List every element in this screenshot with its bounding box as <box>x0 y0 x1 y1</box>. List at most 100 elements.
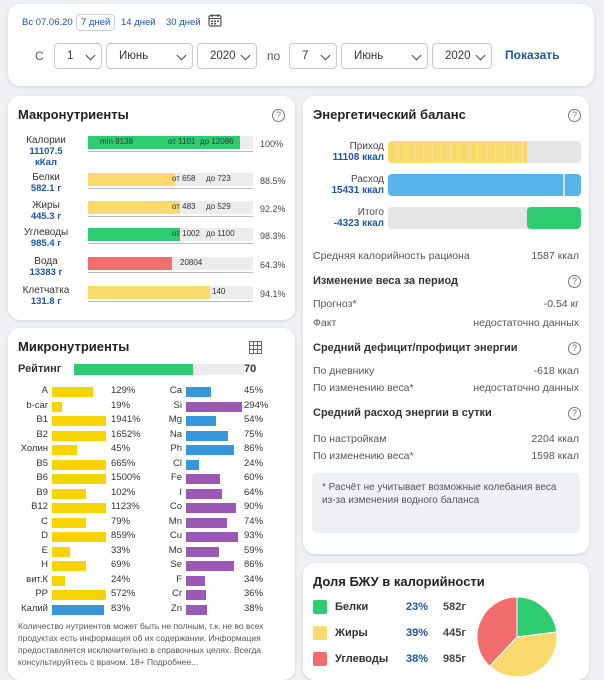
micro-bar <box>52 604 105 615</box>
macro-percent: 98.3% <box>260 231 286 241</box>
macro-name-fat: Жиры 445.3 г <box>30 200 62 222</box>
macro-limit-label: от 658 <box>172 174 196 183</box>
total-label: Итого -4323 ккал <box>333 207 384 229</box>
micro-value: 36% <box>244 588 264 599</box>
micro-name: H <box>41 559 48 570</box>
macro-percent: 100% <box>260 139 284 149</box>
macro-fill <box>88 257 173 270</box>
micro-name: C <box>41 515 48 527</box>
micro-name: Ca <box>169 385 182 396</box>
fact-value: недостаточно данных <box>473 317 579 329</box>
macro-limit-label: 140 <box>212 287 226 296</box>
to-label: по <box>267 49 281 63</box>
micro-title: Микронутриенты <box>18 339 130 354</box>
micro-value: 45% <box>244 385 264 396</box>
from-year-select[interactable]: 2020 <box>197 43 257 69</box>
micro-name: B5 <box>36 457 48 469</box>
micro-bar <box>186 532 239 542</box>
tab-7-days[interactable]: 7 дней <box>76 14 116 31</box>
micro-bar <box>52 474 106 484</box>
micro-bar <box>186 430 228 441</box>
micro-note: Количество нутриентов может быть не полн… <box>18 621 264 667</box>
micro-bar <box>186 590 207 600</box>
micro-value: 45% <box>111 443 131 454</box>
micro-bar <box>52 546 71 557</box>
micro-bar <box>186 416 217 426</box>
byweight2-value: 1598 ккал <box>531 450 579 462</box>
weight-section-title: Изменение веса за период <box>313 275 459 287</box>
from-month-select[interactable]: Июнь <box>106 43 193 69</box>
chevron-down-icon <box>176 50 187 61</box>
micro-bar <box>52 503 106 513</box>
micro-value: 86% <box>244 443 264 454</box>
macro-bar-calories: min 9138 от 1101 до 12086 <box>88 136 253 149</box>
micro-value: 129% <box>111 385 136 396</box>
tab-14-days[interactable]: 14 дней <box>121 17 156 28</box>
micro-value: 90% <box>244 501 264 512</box>
tab-day[interactable]: Вс 07.06.20 <box>22 17 73 28</box>
calendar-icon[interactable] <box>208 13 222 27</box>
micro-name: B2 <box>36 428 48 440</box>
expense-section-title: Средний расход энергии в сутки <box>313 407 492 419</box>
show-button[interactable]: Показать <box>505 48 560 62</box>
macro-title: Макронутриенты <box>18 107 129 122</box>
micro-bar <box>186 561 235 571</box>
help-icon[interactable]: ? <box>568 275 581 288</box>
macro-limit-label: до 1100 <box>206 229 235 238</box>
micro-bar <box>186 488 222 499</box>
to-month-select[interactable]: Июнь <box>341 43 428 69</box>
pie-slice-0 <box>516 596 558 638</box>
micro-bar <box>52 445 77 455</box>
micro-bar <box>186 503 237 513</box>
bju-percent: 38% <box>406 653 429 665</box>
from-day-select[interactable]: 1 <box>54 43 102 69</box>
micro-name: Mg <box>168 414 182 425</box>
micro-bar <box>52 401 63 412</box>
micro-bar <box>52 459 106 470</box>
table-icon[interactable] <box>249 341 262 354</box>
micro-name: E <box>41 544 48 556</box>
rating-label: Рейтинг <box>18 363 62 375</box>
micro-value: 38% <box>244 602 264 614</box>
energy-note: * Расчёт не учитывает возможные колебани… <box>312 473 580 533</box>
tab-30-days[interactable]: 30 дней <box>166 17 201 28</box>
macro-name-carbs: Углеводы 985.4 г <box>23 227 69 249</box>
micro-value: 572% <box>111 588 136 599</box>
micro-name: Калий <box>21 602 48 614</box>
to-day-select[interactable]: 7 <box>289 43 337 69</box>
help-icon[interactable]: ? <box>568 342 581 355</box>
avg-cal-value: 1587 ккал <box>531 250 579 262</box>
to-year-select[interactable]: 2020 <box>432 43 492 69</box>
micro-bar <box>186 387 212 397</box>
micro-name: Zn <box>170 602 182 614</box>
total-bar <box>526 207 581 229</box>
micro-value: 64% <box>244 486 264 498</box>
income-track <box>388 141 581 163</box>
micro-value: 102% <box>111 486 136 498</box>
micro-bar <box>52 416 106 426</box>
macro-fill <box>88 286 211 299</box>
micro-name: Cr <box>171 588 182 599</box>
legend-swatch <box>313 626 327 640</box>
rating-value: 70 <box>244 363 257 375</box>
pie-slice-2 <box>476 596 518 667</box>
bju-percent: 23% <box>406 601 429 613</box>
help-icon[interactable]: ? <box>272 109 285 122</box>
micro-name: Cl <box>173 457 182 469</box>
micro-bar <box>52 517 87 528</box>
micro-bar <box>52 590 106 600</box>
rating-fill <box>74 364 193 375</box>
settings-value: 2204 ккал <box>531 433 579 445</box>
micro-value: 74% <box>244 515 264 527</box>
forecast-value: -0.54 кг <box>543 298 579 310</box>
micro-value: 33% <box>111 544 131 556</box>
micro-value: 24% <box>244 457 264 469</box>
micro-name: B9 <box>36 486 48 498</box>
help-icon[interactable]: ? <box>568 109 581 122</box>
byweight-value: недостаточно данных <box>473 382 579 394</box>
fact-label: Факт <box>313 317 337 329</box>
help-icon[interactable]: ? <box>568 407 581 420</box>
byweight2-label: По изменению веса* <box>313 450 414 462</box>
macro-percent: 92.2% <box>260 204 286 214</box>
micro-bar <box>186 546 220 557</box>
